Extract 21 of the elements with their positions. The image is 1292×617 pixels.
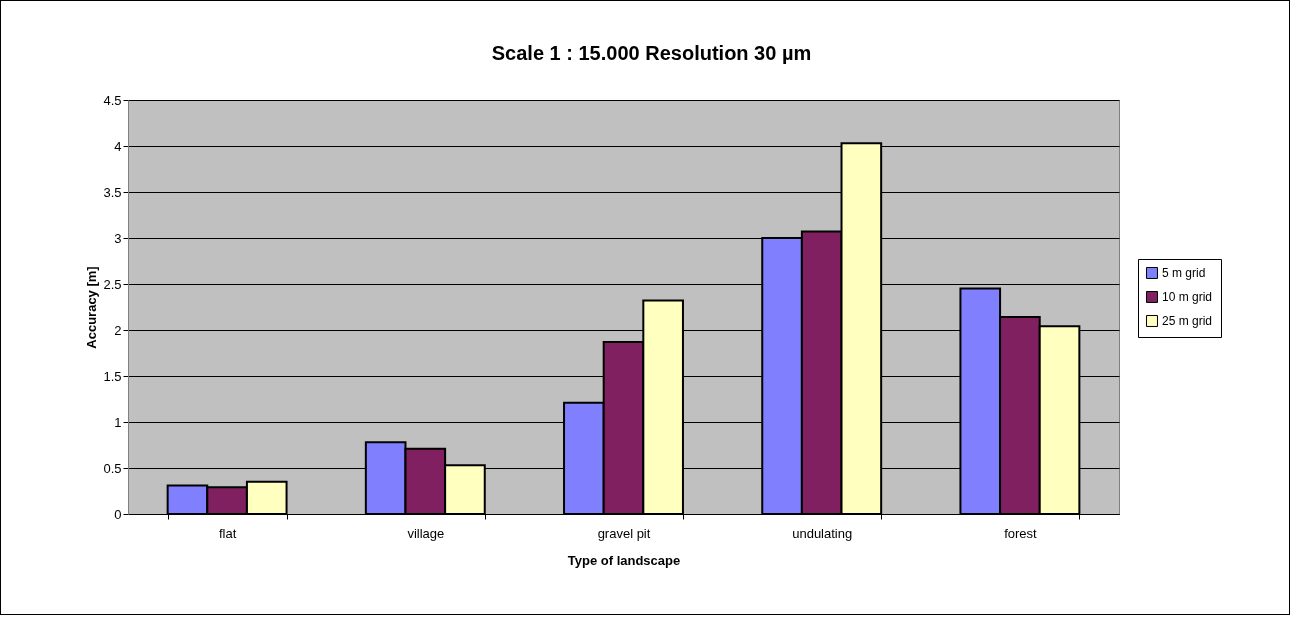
legend-label: 5 m grid <box>1162 266 1206 280</box>
x-tick-label: village <box>407 525 445 541</box>
y-tick-label: 2 <box>114 322 122 338</box>
x-axis-title: Type of landscape <box>567 552 681 568</box>
x-tick-label: forest <box>1004 525 1038 541</box>
x-tick-label: flat <box>218 525 237 541</box>
y-tick-label: 1.5 <box>103 368 122 384</box>
y-tick-label: 0 <box>114 506 122 522</box>
legend-label: 25 m grid <box>1162 314 1213 328</box>
y-tick-label: 0.5 <box>103 460 122 476</box>
y-tick-label: 4 <box>114 138 122 154</box>
chart-title: Scale 1 : 15.000 Resolution 30 µm <box>491 42 812 64</box>
y-tick-label: 1 <box>114 414 122 430</box>
x-tick-label: gravel pit <box>597 525 651 541</box>
y-tick-label: 4.5 <box>103 92 122 108</box>
y-tick-label: 3 <box>114 230 122 246</box>
y-tick-label: 2.5 <box>103 276 122 292</box>
x-tick-label: undulating <box>792 525 853 541</box>
y-tick-label: 3.5 <box>103 184 122 200</box>
legend-label: 10 m grid <box>1162 290 1213 304</box>
y-axis-title: Accuracy [m] <box>84 266 100 349</box>
